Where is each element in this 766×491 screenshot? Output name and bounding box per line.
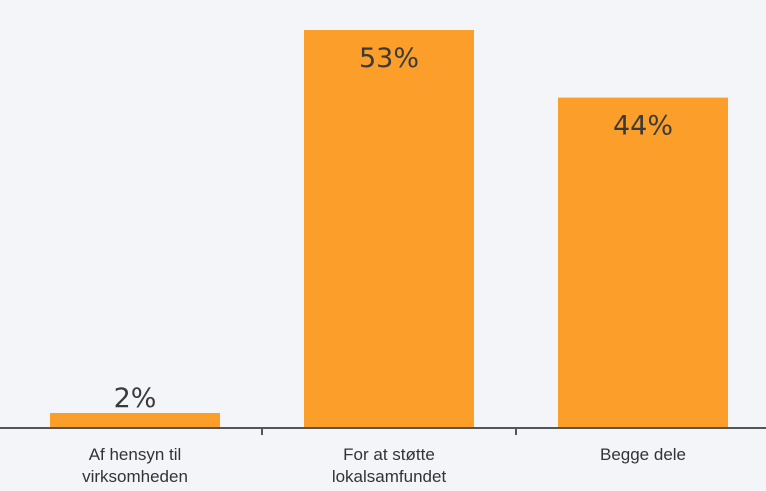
bar-0	[50, 412, 220, 428]
bar-1	[304, 30, 474, 428]
value-label-2: 44%	[613, 111, 673, 142]
x-axis-ticks-group	[261, 428, 517, 435]
bar-2	[558, 97, 728, 428]
category-label-2: Begge dele	[600, 445, 686, 464]
category-label-0-line-1: virksomheden	[82, 467, 188, 486]
category-label-1: For at støtte lokalsamfundet	[332, 445, 447, 486]
category-labels-group: Af hensyn til virksomheden For at støtte lo…	[82, 445, 686, 486]
category-label-1-line-1: lokalsamfundet	[332, 467, 447, 486]
category-label-1-line-0: For at støtte	[343, 445, 435, 464]
category-label-0-line-0: Af hensyn til	[89, 445, 182, 464]
value-label-1: 53%	[359, 43, 419, 74]
bars-group	[50, 30, 728, 428]
category-label-0: Af hensyn til virksomheden	[82, 445, 188, 486]
value-label-0: 2%	[114, 383, 157, 414]
value-labels-group: 2% 53% 44%	[114, 43, 673, 414]
category-label-2-line-0: Begge dele	[600, 445, 686, 464]
